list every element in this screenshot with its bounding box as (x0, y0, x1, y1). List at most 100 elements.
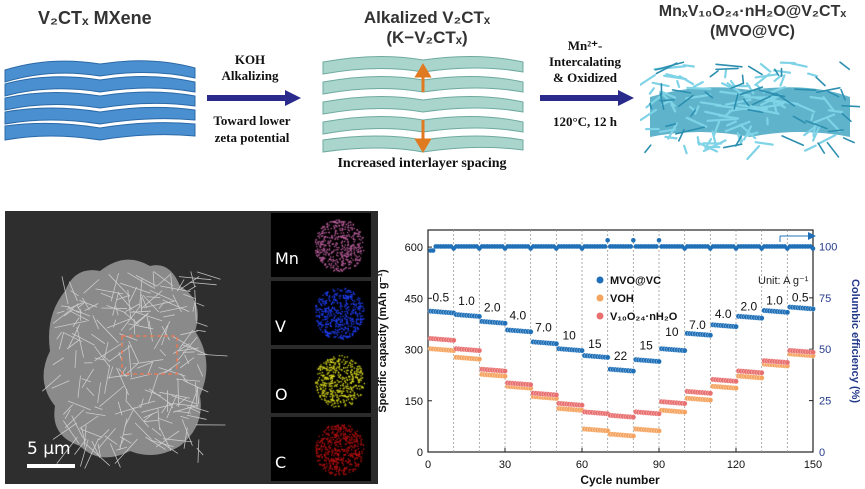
eds-label-c: C (275, 453, 287, 472)
capacity-point-1 (758, 375, 765, 381)
capacity-point-0 (758, 315, 765, 321)
capacity-point-2 (527, 381, 534, 388)
arrow-right-icon (207, 90, 301, 106)
capacity-point-1 (707, 397, 714, 403)
step1-line3: Toward lower (213, 113, 291, 128)
step2-line1: Mn²⁺- (567, 38, 603, 53)
capacity-point-2 (656, 410, 662, 417)
capacity-point-0 (733, 323, 739, 330)
x-axis-title: Cycle number (580, 473, 660, 487)
step2-text-bottom: 120°C, 12 h (552, 114, 618, 129)
capacity-point-0 (681, 347, 688, 354)
capacity-point-0 (553, 340, 560, 347)
y-tick-label: 450 (405, 293, 423, 305)
y-axis-title: Specific capacity (mAh g⁻¹) (377, 269, 389, 413)
x-tick-label: 0 (425, 459, 431, 471)
capacity-point-0 (527, 329, 534, 335)
stage3-title: MnₓV₁₀O₂₄·nH₂O@V₂CTₓ (MVO@VC) (640, 2, 865, 42)
sem-image-panel: 5 µm Mn V O C (5, 211, 378, 484)
rate-label: 2.0 (484, 300, 501, 314)
legend-label-v10o24: V₁₀O₂₄·nH₂O (610, 311, 678, 323)
capacity-point-0 (810, 306, 816, 312)
capacity-point-0 (502, 320, 508, 326)
capacity-point-1 (733, 385, 739, 391)
capacity-point-2 (450, 337, 457, 344)
y2-tick-label: 0 (819, 447, 825, 459)
capacity-point-2 (476, 347, 483, 354)
step2-text-top: Mn²⁺- Intercalating & Oxidized (540, 38, 630, 86)
efficiency-axis-arrow (779, 232, 816, 242)
capacity-point-1 (656, 428, 662, 434)
stage1-title: V₂CTₓ MXene (38, 8, 152, 28)
rate-label: 0.5 (432, 291, 449, 305)
efficiency-point (430, 248, 436, 253)
y-tick-label: 600 (405, 242, 423, 254)
y-tick-label: 150 (405, 396, 423, 408)
stage2-title: Alkalized V₂CTₓ (K−V₂CTₓ) (352, 8, 502, 48)
efficiency-point (605, 237, 610, 243)
capacity-point-2 (707, 390, 714, 397)
eds-map-v: V (271, 281, 371, 345)
schematic-panel: V₂CTₓ MXene KOH Alkalizing Toward lower … (0, 0, 865, 185)
legend-label-mvo: MVO@VC (610, 275, 661, 287)
capacity-point-0 (579, 347, 585, 354)
legend-marker-mvo (596, 276, 604, 284)
capacity-point-2 (630, 414, 637, 420)
rate-label: 4.0 (715, 307, 732, 321)
capacity-point-0 (656, 358, 662, 365)
alkalized-stack-illustration (322, 55, 524, 153)
step1-text-bottom: Toward lower zeta potential (200, 112, 304, 146)
efficiency-point (602, 244, 608, 249)
efficiency-point (628, 244, 634, 249)
capacity-point-2 (681, 400, 688, 407)
legend-label-voh: VOH (610, 293, 634, 305)
rate-label: 7.0 (689, 318, 706, 332)
efficiency-point (631, 237, 636, 243)
y2-tick-label: 75 (819, 293, 831, 305)
step1-text-top: KOH Alkalizing (205, 52, 295, 84)
x-tick-label: 60 (576, 459, 588, 471)
capacity-point-2 (733, 378, 739, 385)
step1-line4: zeta potential (214, 130, 290, 145)
rate-label: 1.0 (766, 293, 783, 307)
efficiency-point (656, 237, 662, 243)
capacity-point-0 (476, 313, 483, 320)
y2-tick-label: 50 (819, 344, 831, 356)
capacity-point-0 (604, 354, 611, 361)
y-tick-label: 300 (405, 345, 423, 357)
x-tick-label: 30 (499, 459, 511, 471)
rate-label: 4.0 (509, 308, 526, 322)
capacity-point-1 (502, 373, 508, 379)
rate-label: 10 (665, 325, 679, 339)
capacity-point-2 (502, 368, 508, 374)
capacity-point-2 (553, 392, 560, 398)
eds-map-c: C (271, 417, 371, 481)
eds-label-mn: Mn (275, 249, 299, 268)
eds-map-mn: Mn (271, 213, 371, 277)
y2-tick-label: 25 (819, 396, 831, 408)
efficiency-point (810, 246, 816, 251)
capacity-point-0 (630, 368, 637, 374)
capacity-point-2 (758, 370, 765, 376)
stage2-caption: Increased interlayer spacing (337, 156, 507, 171)
rate-label: 2.0 (740, 299, 757, 313)
sem-micrograph (5, 211, 270, 484)
x-tick-label: 150 (804, 459, 822, 471)
capacity-point-0 (784, 309, 791, 316)
mvo-nanowire-illustration (640, 61, 860, 161)
eds-label-o: O (275, 385, 288, 404)
capacity-point-1 (630, 433, 637, 439)
step2-line2: Intercalating (549, 54, 621, 69)
capacity-point-2 (579, 402, 585, 408)
x-tick-label: 90 (653, 459, 665, 471)
scale-bar-label: 5 µm (27, 439, 71, 459)
capacity-point-2 (810, 349, 816, 356)
legend: MVO@VC VOH V₁₀O₂₄·nH₂O (596, 275, 678, 323)
arrow-right-icon (540, 90, 634, 106)
mxene-stack-illustration (4, 60, 196, 141)
eds-label-v: V (275, 317, 286, 336)
y-tick-label: 0 (417, 447, 423, 459)
rate-label: 7.0 (535, 320, 552, 334)
stage2-title-line2: (K−V₂CTₓ) (386, 28, 468, 47)
